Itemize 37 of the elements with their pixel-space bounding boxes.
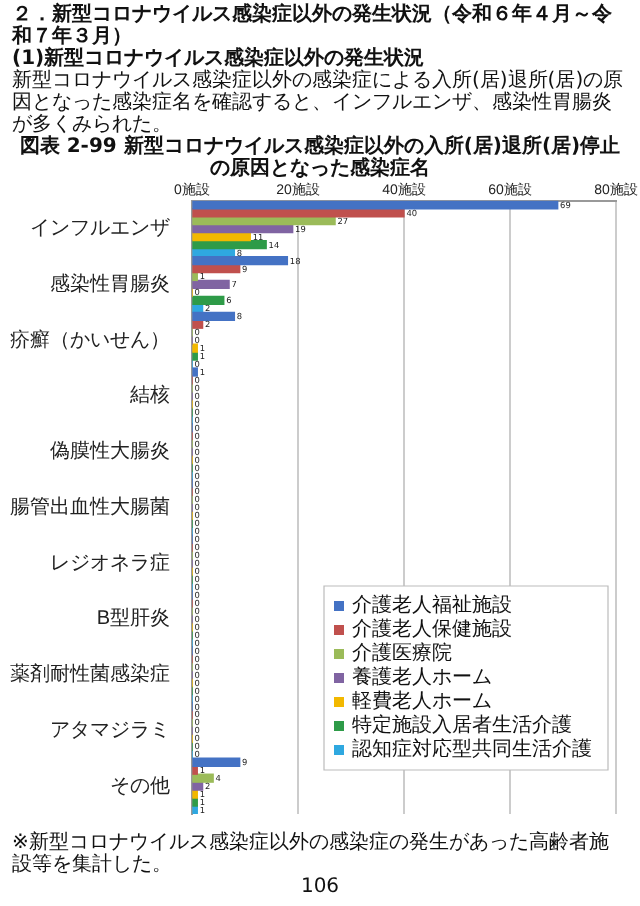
y-tick-label: アタマジラミ xyxy=(50,719,170,742)
bar xyxy=(192,367,198,377)
bar xyxy=(192,797,198,807)
legend-label: 介護医療院 xyxy=(352,641,452,666)
bar xyxy=(192,773,214,783)
bar xyxy=(192,295,225,305)
y-tick-label: 腸管出血性大腸菌 xyxy=(10,494,170,519)
legend-label: 介護老人保健施設 xyxy=(352,617,512,642)
y-tick-label: 感染性胃腸炎 xyxy=(50,271,170,296)
text: (1)新型コロナウイルス感染症以外の発生状況 xyxy=(12,48,427,70)
bar xyxy=(192,271,198,282)
bar xyxy=(192,789,198,799)
bar xyxy=(192,311,236,321)
y-tick-label: その他 xyxy=(110,773,170,798)
legend-label: 介護老人福祉施設 xyxy=(352,593,512,618)
y-tick-label: 疥癬（かいせん） xyxy=(10,327,170,352)
bar xyxy=(192,757,241,767)
chart-title: 図表 2-99 新型コロナウイルス感染症以外の入所(居)退所(居)停止の原因となった感染症名 xyxy=(17,136,623,180)
text: ２．新型コロナウイルス感染症以外の発生状況（令和６年４月～令和７年３月） xyxy=(12,4,614,48)
legend-label: 認知症対応型共同生活介護 xyxy=(352,737,592,762)
y-tick-label: B型肝炎 xyxy=(96,606,170,631)
bar xyxy=(192,765,198,775)
legend-label: 軽費老人ホーム xyxy=(352,689,492,714)
y-tick-label: インフルエンザ xyxy=(30,218,170,241)
bar xyxy=(192,279,230,290)
bar xyxy=(192,255,289,266)
y-tick-label: 結核 xyxy=(128,383,170,408)
bar xyxy=(192,343,198,353)
text: 新型コロナウイルス感染症以外の感染症による入所(居)退所(居)の原因となった感染症名を確認すると、インフルエンザ、感染性胃腸炎が多くみられた。 xyxy=(12,70,626,136)
y-tick-label: レジオネラ症 xyxy=(50,550,170,575)
legend-label: 特定施設入居者生活介護 xyxy=(352,713,572,738)
text: 106 xyxy=(298,876,342,898)
y-tick-label: 薬剤耐性菌感染症 xyxy=(10,662,170,687)
y-tick-label: 偽膜性大腸炎 xyxy=(50,439,170,464)
bar xyxy=(192,200,559,210)
legend-label: 養護老人ホーム xyxy=(352,665,492,690)
text: ※新型コロナウイルス感染症以外の感染症の発生があった高齢者施設等を集計した。 xyxy=(12,832,611,876)
